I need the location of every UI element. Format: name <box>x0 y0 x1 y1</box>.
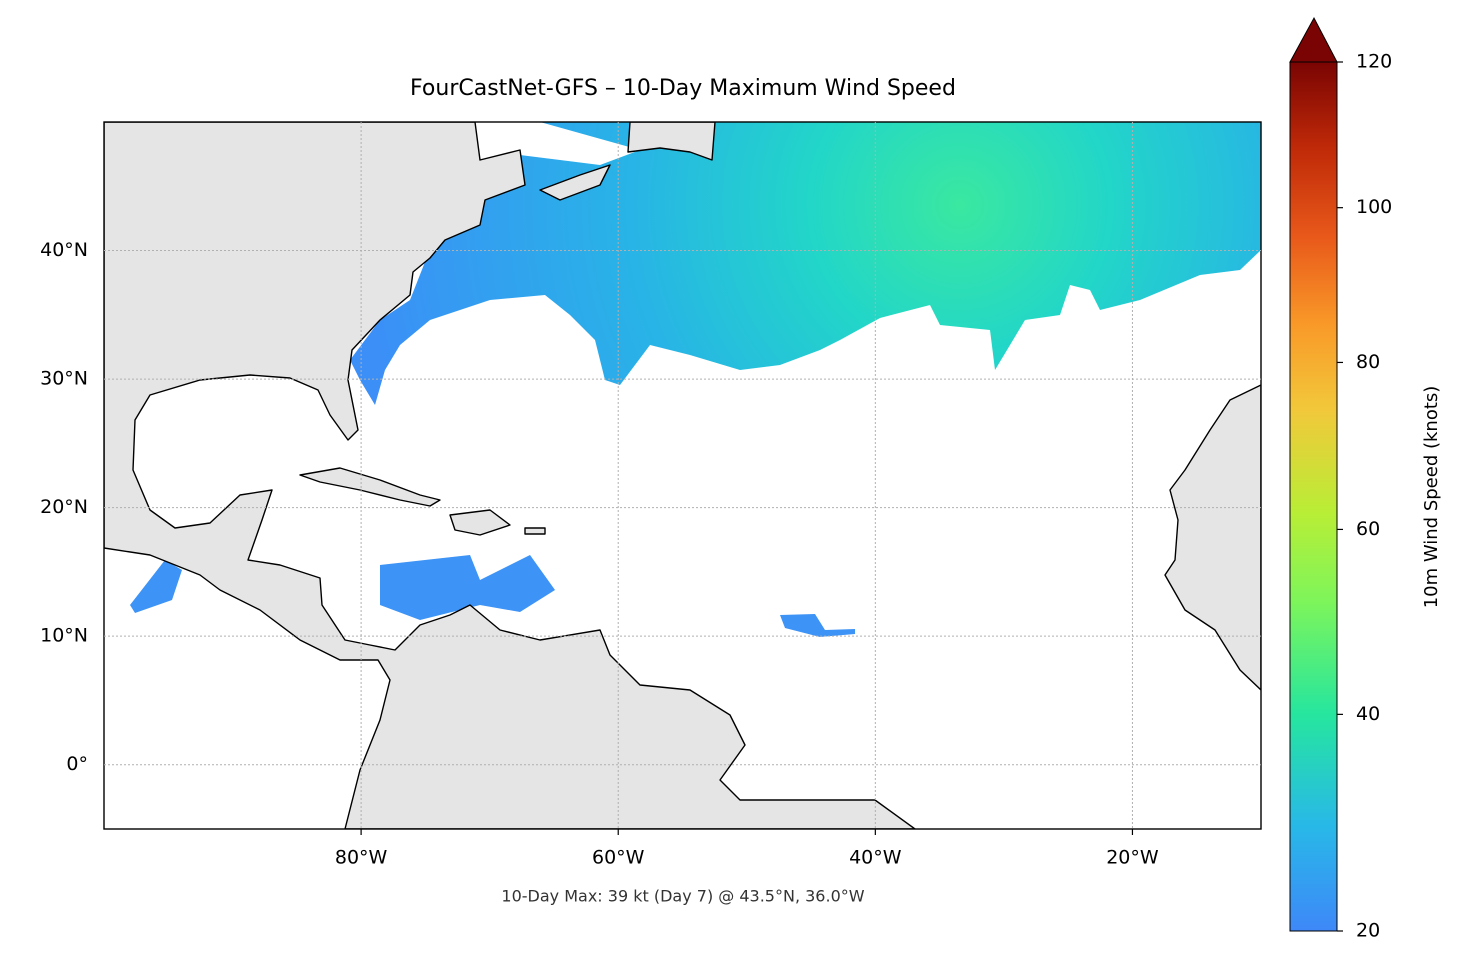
land-puerto-rico <box>524 527 546 535</box>
colorbar-extend <box>1289 16 1338 63</box>
map-frame <box>103 121 1262 830</box>
colorbar <box>1289 61 1338 932</box>
x-tick-label: 60°W <box>592 847 645 869</box>
x-tick-label: 40°W <box>849 847 902 869</box>
colorbar-tick-label: 40 <box>1356 703 1380 725</box>
map-area <box>104 122 1261 829</box>
colorbar-tick-label: 60 <box>1356 518 1380 540</box>
y-tick-label: 0° <box>66 753 88 775</box>
land-cuba <box>299 467 441 507</box>
wind-field <box>780 614 855 637</box>
annotation: 10-Day Max: 39 kt (Day 7) @ 43.5°N, 36.0… <box>501 887 864 906</box>
y-tick-label: 40°N <box>40 239 88 261</box>
colorbar-label: 10m Wind Speed (knots) <box>1421 386 1442 609</box>
land-africa <box>1164 384 1261 691</box>
chart-title: FourCastNet-GFS – 10-Day Maximum Wind Sp… <box>410 76 956 101</box>
colorbar-tick-label: 120 <box>1356 51 1392 73</box>
land-canada <box>627 122 716 161</box>
colorbar-tick-label: 20 <box>1356 920 1380 942</box>
y-tick-label: 20°N <box>40 496 88 518</box>
y-tick-label: 10°N <box>40 625 88 647</box>
land-hispaniola <box>449 509 511 536</box>
x-tick-label: 80°W <box>335 847 388 869</box>
colorbar-tick-label: 80 <box>1356 351 1380 373</box>
x-tick-label: 20°W <box>1106 847 1159 869</box>
y-tick-label: 30°N <box>40 368 88 390</box>
wind-field <box>130 560 182 613</box>
wind-field <box>380 555 555 620</box>
colorbar-tick-label: 100 <box>1356 196 1392 218</box>
land-canada <box>539 164 611 201</box>
land-americas <box>104 122 916 829</box>
